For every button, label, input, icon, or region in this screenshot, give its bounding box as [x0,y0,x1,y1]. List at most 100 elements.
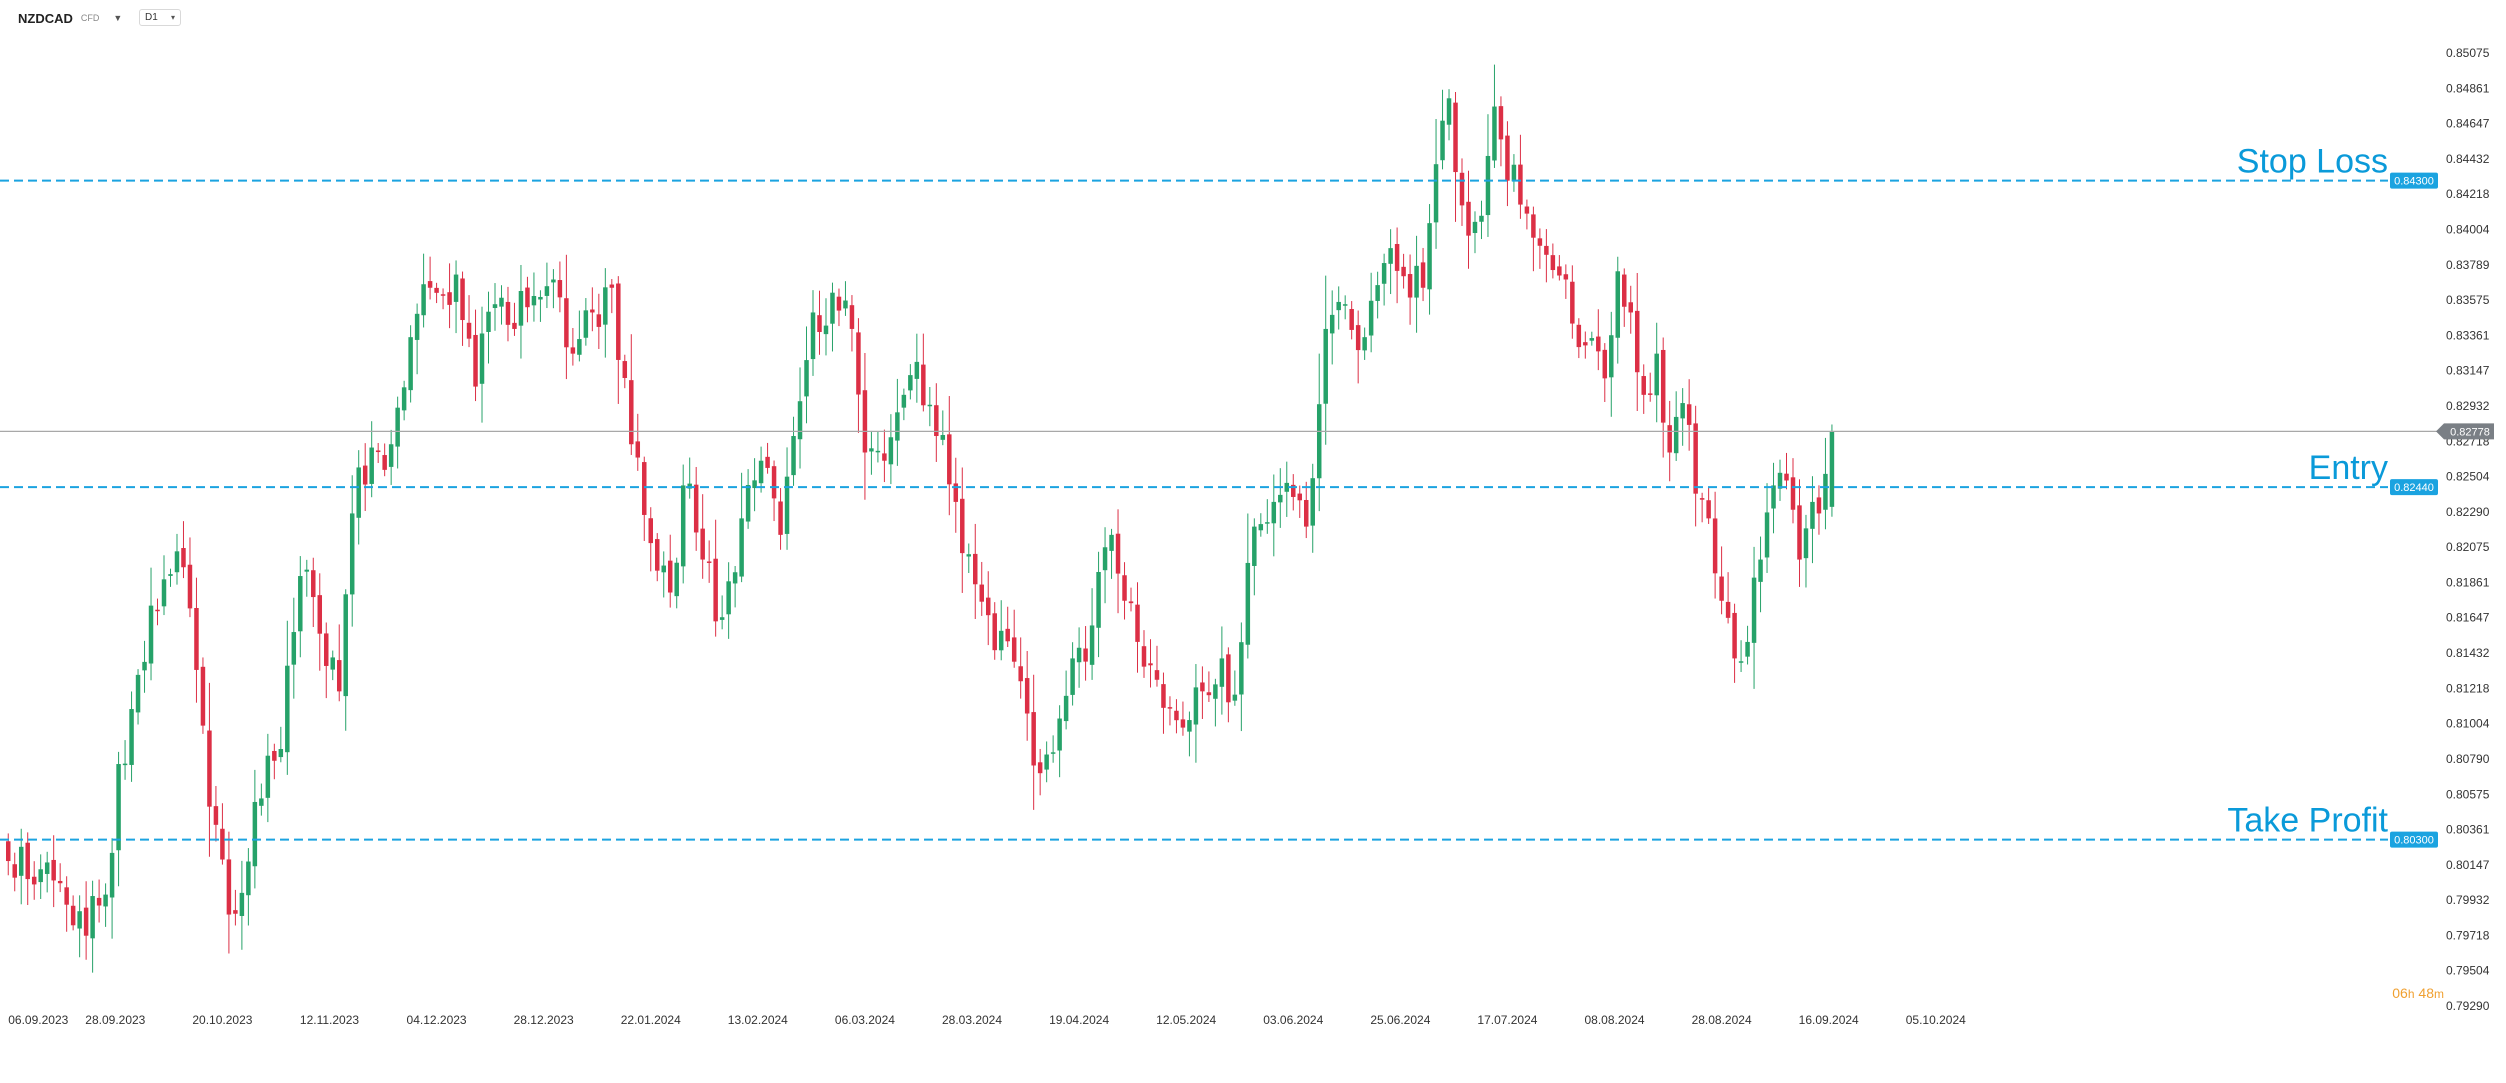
candle-body [272,750,277,761]
candle-body [713,558,718,622]
current-price-badge[interactable]: 0.82778 [2436,423,2494,440]
badge-background [2390,172,2438,189]
candle-body [90,896,95,939]
symbol-selector[interactable]: NZDCAD CFD ▼ [18,9,122,27]
price-tick-label: 0.82932 [2446,399,2490,413]
level-price-badge[interactable]: 0.82440 [2390,479,2438,496]
price-tick-label: 0.84647 [2446,117,2490,131]
candle-body [479,333,485,384]
candle-body [427,281,433,288]
candle-body [1154,670,1160,680]
candle [758,446,764,493]
candle [1063,670,1069,730]
candle [1291,474,1296,511]
candle-body [758,460,764,484]
candle [1732,603,1737,683]
candle-body [291,632,297,665]
level-price-badge[interactable]: 0.80300 [2390,831,2438,848]
candle [667,534,673,608]
instrument-type: CFD [80,13,100,23]
candle-body [369,447,374,484]
candle-body [1355,325,1361,351]
candle [1070,642,1075,706]
timeframe-select[interactable]: D1 ▾ [139,9,181,26]
candle [953,457,959,533]
candle [1187,711,1192,757]
candle-body [985,597,991,616]
candle [1816,485,1822,535]
candle [369,421,374,498]
candle [1057,705,1062,778]
candle-body [1790,477,1796,510]
candle-body [921,364,926,406]
candle [1310,463,1315,553]
time-tick-label: 28.12.2023 [514,1013,574,1027]
candle [551,269,556,309]
candle [1803,514,1809,588]
candle-body [1680,403,1685,419]
candle-body [843,300,848,309]
candle [168,568,173,587]
candle-body [719,617,725,620]
candle-body [31,876,37,885]
candle [1719,546,1724,615]
candle [1284,461,1290,517]
caret-down-icon[interactable]: ▼ [113,13,123,23]
candle [1427,204,1432,315]
candle-body [1200,682,1205,692]
candle-body [1083,648,1088,662]
symbol-name[interactable]: NZDCAD [18,10,73,26]
candle-body [1174,710,1179,721]
candle [642,456,647,541]
candle [324,622,329,699]
candle [596,293,602,349]
candle-body [246,861,251,896]
candle [732,565,738,608]
candle [414,303,420,375]
candle-body [220,828,225,860]
candle [1044,741,1049,783]
candle [1440,89,1445,170]
candle-body [1375,285,1380,301]
candle-body [1641,376,1646,395]
candle-body [732,572,738,584]
candle [564,254,569,380]
price-tick-label: 0.81004 [2446,717,2490,731]
candle-body [1368,300,1374,336]
candle [486,291,491,364]
candle-body [408,337,413,391]
candle-body [1498,106,1504,140]
candle [713,519,718,637]
candle-body [1063,695,1069,722]
candle [622,354,628,389]
candle [648,507,653,572]
time-axis[interactable]: 06.09.2023 28.09.2023 20.10.2023 12.11.2023… [8,1013,1966,1027]
price-tick-label: 0.83361 [2446,328,2490,342]
candle [1777,459,1783,501]
candle-body [109,852,115,898]
price-tick-label: 0.79932 [2446,893,2490,907]
candle-body [791,436,796,476]
candle [200,657,206,734]
candle-body [1128,601,1134,604]
candle-body [797,401,803,440]
price-axis[interactable]: 0.85075 0.84861 0.84647 0.84432 0.84218 0.840… [2390,46,2494,1013]
candle [1148,639,1153,688]
candle [888,414,894,485]
level-labels-layer: Stop Loss Entry Take Profit [2227,143,2388,840]
candle [1609,311,1614,417]
candle-body [1537,238,1543,246]
candle-body [1563,274,1569,280]
candle [1602,343,1608,402]
candle-body [1712,518,1718,574]
candle [1265,499,1270,534]
time-tick-label: 28.08.2024 [1692,1013,1752,1027]
candle-body [609,284,615,288]
level-price-badge[interactable]: 0.84300 [2390,172,2438,189]
candle-body [252,801,258,867]
candle-body [44,862,50,874]
candle [960,467,965,593]
candle [1557,255,1562,281]
candle-body [934,405,939,437]
